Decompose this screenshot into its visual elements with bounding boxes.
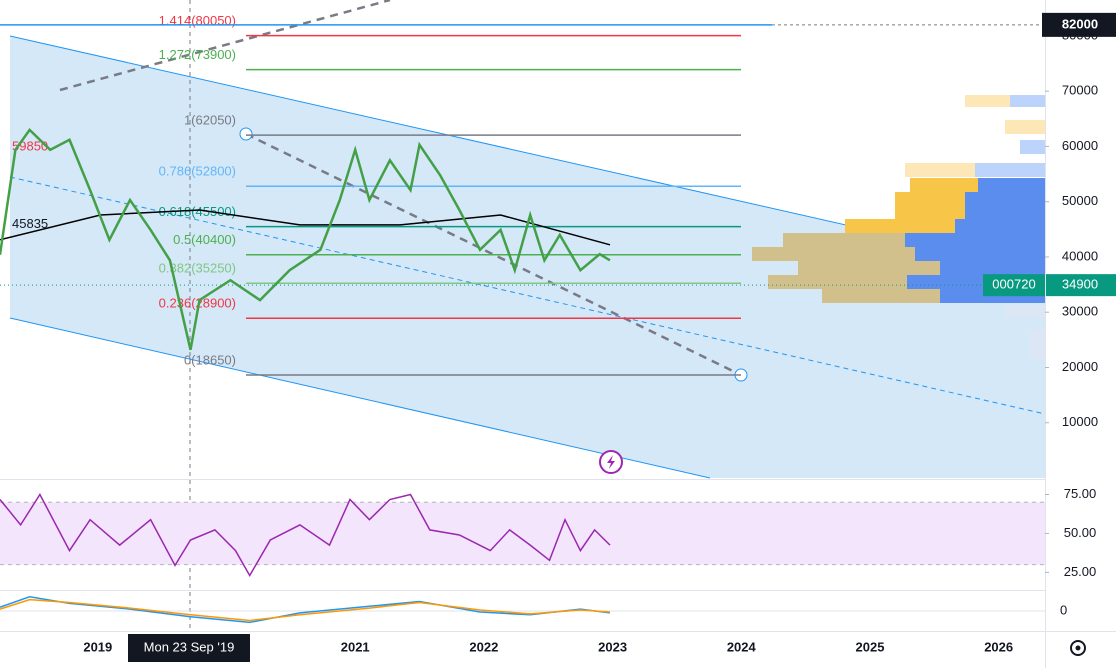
- series-line: [0, 598, 611, 622]
- y-tick-label: 30000: [1062, 304, 1098, 319]
- y-tick-label: 10000: [1062, 414, 1098, 429]
- fib-label: 1.272(73900): [159, 47, 236, 62]
- y-tick-label: 50000: [1062, 193, 1098, 208]
- crosshair-label-bg: [128, 634, 250, 662]
- x-tick-label: 2021: [341, 639, 370, 654]
- volume-profile: [752, 95, 1045, 360]
- series-line: [0, 493, 611, 578]
- y-tick-label: 75.00: [1064, 486, 1097, 501]
- ticker-label: 000720: [992, 277, 1035, 292]
- fib-label: 0.618(45500): [159, 204, 236, 219]
- crosshair-label: Mon 23 Sep '19: [144, 639, 235, 654]
- fib-label: 1.414(80050): [159, 13, 236, 28]
- x-tick-label: 2024: [727, 639, 757, 654]
- anchor[interactable]: [239, 127, 253, 141]
- event-icon-bolt: [607, 455, 615, 469]
- x-tick-label: 2022: [469, 639, 498, 654]
- top-level-bg: [1042, 12, 1116, 37]
- y-tick-label: 40000: [1062, 248, 1098, 263]
- y-tick-label: 0: [1060, 602, 1067, 617]
- price-label-left: 45835: [12, 216, 48, 231]
- series-line: [0, 127, 611, 351]
- y-tick-label: 60000: [1062, 138, 1098, 153]
- channel-bottom: [9, 317, 711, 479]
- channel-mid: [9, 176, 1046, 415]
- regression-channel: [10, 36, 1045, 478]
- fib-label: 0.786(52800): [159, 164, 236, 179]
- rsi-band: [0, 502, 1045, 565]
- y-tick-label: 25.00: [1064, 564, 1097, 579]
- top-level-label: 82000: [1062, 16, 1098, 31]
- y-tick-label: 20000: [1062, 359, 1098, 374]
- x-tick-label: 2023: [598, 639, 627, 654]
- fib-label: 1(62050): [184, 113, 236, 128]
- ticker-bg: [983, 274, 1045, 297]
- fib-label: 0(18650): [184, 352, 236, 367]
- price-bg: [1046, 274, 1116, 297]
- price-label: 34900: [1062, 277, 1098, 292]
- fib-label: 0.5(40400): [173, 232, 236, 247]
- x-tick-label: 2026: [984, 639, 1013, 654]
- settings-icon[interactable]: [1070, 640, 1086, 656]
- fib-label: 0.382(35250): [159, 261, 236, 276]
- x-tick-label: 2025: [856, 639, 885, 654]
- y-tick-label: 70000: [1062, 83, 1098, 98]
- trend-line: [245, 132, 742, 377]
- series-line: [0, 596, 611, 624]
- y-tick-label: 50.00: [1064, 525, 1097, 540]
- x-tick-label: 2019: [83, 639, 112, 654]
- trend-line-ext: [59, 0, 391, 92]
